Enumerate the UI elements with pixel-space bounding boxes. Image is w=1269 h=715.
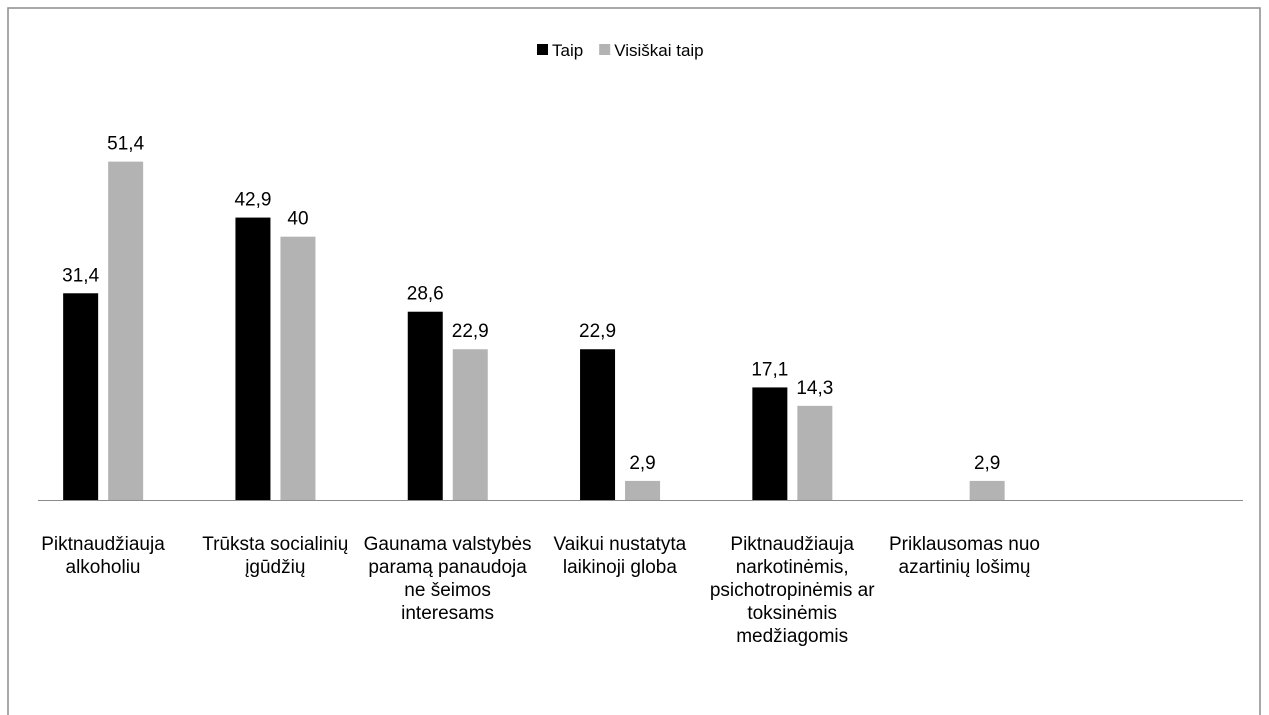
value-label: 28,6	[407, 284, 444, 305]
value-label: 2,9	[629, 453, 655, 474]
bar	[580, 349, 616, 500]
bar	[752, 387, 788, 500]
x-tick-label: Piktnaudžiauja narkotinėmis, psichotropi…	[709, 534, 875, 647]
value-label: 22,9	[452, 321, 489, 342]
x-tick-label: Priklausomas nuo azartinių lošimų	[888, 534, 1041, 578]
x-tick-label: Gaunama valstybės paramą panaudoja ne še…	[363, 534, 532, 624]
bar	[452, 349, 488, 500]
value-label: 2,9	[974, 453, 1000, 474]
bar	[235, 217, 271, 500]
value-label: 17,1	[751, 359, 788, 380]
value-label: 42,9	[234, 190, 271, 211]
bar	[407, 311, 443, 500]
legend-swatch	[599, 44, 611, 55]
x-tick-label: Trūksta socialinių įgūdžių	[202, 534, 349, 578]
bar	[280, 236, 316, 500]
bar	[625, 480, 661, 500]
x-tick-label: Vaikui nustatyta laikinoji globa	[553, 534, 687, 578]
value-label: 40	[287, 209, 308, 230]
value-label: 22,9	[579, 321, 616, 342]
value-label: 14,3	[796, 378, 833, 399]
value-label: 31,4	[62, 265, 99, 286]
bar	[63, 293, 99, 500]
x-tick-label: Piktnaudžiauja alkoholiu	[41, 534, 165, 578]
bar	[797, 405, 833, 500]
frame	[7, 7, 1261, 715]
bar	[108, 161, 144, 500]
legend-label: Taip	[552, 41, 583, 60]
bar	[969, 480, 1005, 500]
value-label: 51,4	[107, 134, 144, 155]
legend-label: Visiškai taip	[614, 41, 703, 60]
legend-swatch	[537, 44, 548, 55]
